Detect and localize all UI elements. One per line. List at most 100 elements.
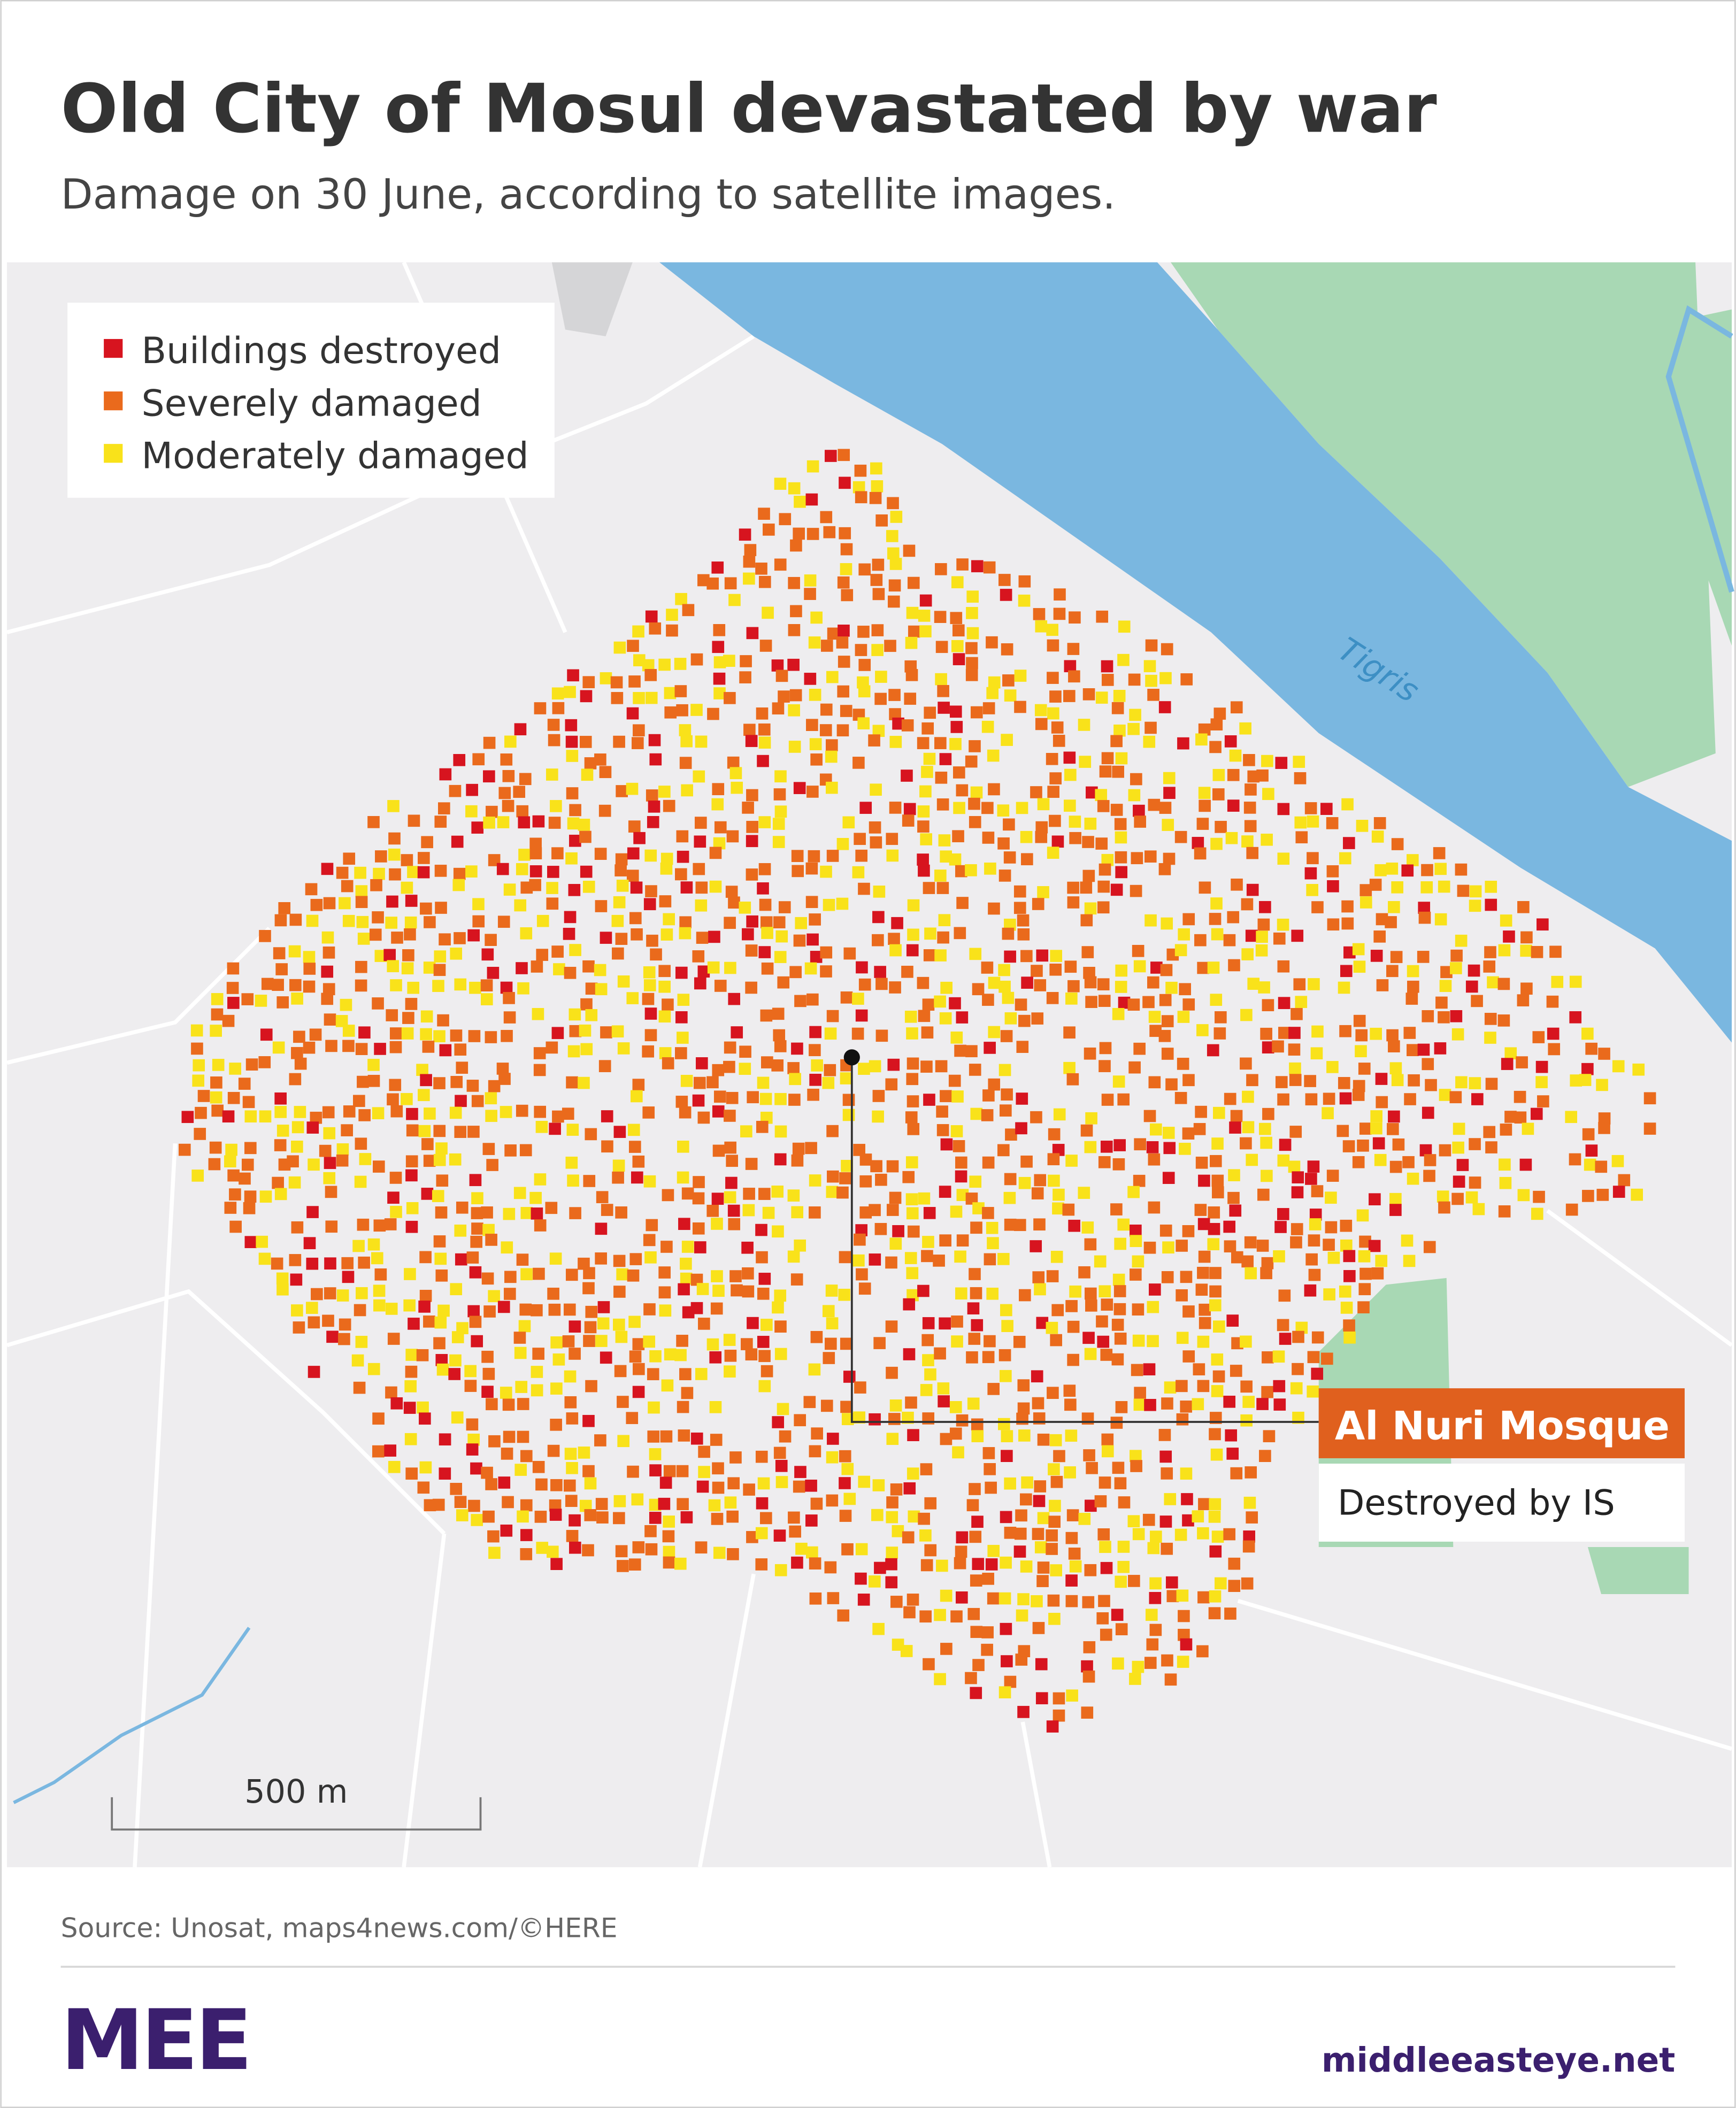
damage-square — [386, 1009, 398, 1021]
damage-square — [342, 1040, 355, 1052]
damage-square — [1144, 850, 1157, 863]
damage-square — [747, 1091, 759, 1104]
damage-square — [615, 853, 628, 866]
damage-square — [519, 1303, 532, 1316]
damage-square — [1373, 817, 1386, 829]
damage-square — [303, 1237, 316, 1250]
damage-square — [1425, 1079, 1437, 1091]
damage-square — [874, 966, 886, 978]
damage-square — [840, 1072, 852, 1084]
damage-square — [1341, 798, 1354, 811]
damage-square — [239, 1172, 251, 1185]
damage-square — [804, 962, 817, 975]
damage-square — [729, 1270, 742, 1282]
damage-square — [982, 702, 995, 714]
damage-square — [1213, 1320, 1225, 1333]
damage-square — [967, 1607, 980, 1620]
damage-square — [1262, 788, 1274, 801]
damage-square — [965, 1672, 977, 1684]
damage-square — [1160, 964, 1173, 976]
damage-square — [534, 1511, 547, 1523]
damage-square — [469, 1315, 482, 1328]
damage-square — [568, 884, 581, 896]
damage-square — [887, 547, 900, 560]
damage-square — [986, 1287, 999, 1300]
damage-square — [1192, 1510, 1204, 1522]
damage-square — [1037, 886, 1049, 898]
damage-square — [1327, 918, 1340, 931]
damage-square — [303, 1041, 316, 1054]
damage-square — [1311, 1185, 1324, 1197]
damage-square — [1130, 1450, 1142, 1462]
damage-square — [886, 1204, 899, 1216]
damage-square — [1130, 1224, 1142, 1237]
damage-square — [1020, 1560, 1033, 1573]
damage-square — [870, 574, 883, 586]
damage-square — [1224, 1240, 1236, 1253]
damage-square — [884, 640, 896, 652]
damage-square — [580, 1043, 593, 1056]
damage-square — [500, 981, 513, 994]
damage-square — [585, 982, 598, 995]
damage-square — [1115, 851, 1127, 864]
damage-square — [601, 1204, 613, 1216]
damage-square — [907, 928, 919, 941]
damage-square — [1180, 1467, 1193, 1480]
damage-square — [1240, 1137, 1252, 1150]
damage-square — [693, 1076, 706, 1089]
damage-square — [1401, 1234, 1414, 1247]
damage-square — [595, 900, 608, 912]
damage-square — [356, 915, 369, 928]
damage-square — [309, 1028, 322, 1041]
damage-square — [892, 1225, 904, 1237]
damage-square — [809, 1592, 822, 1605]
damage-square — [1117, 1218, 1130, 1231]
damage-square — [227, 997, 240, 1009]
damage-square — [1373, 930, 1386, 943]
damage-square — [757, 1076, 770, 1089]
damage-square — [1277, 852, 1290, 865]
damage-square — [1036, 1575, 1049, 1587]
damage-square — [323, 1127, 336, 1140]
damage-square — [1016, 802, 1028, 814]
damage-square — [565, 1156, 578, 1169]
damage-square — [291, 993, 303, 1005]
damage-square — [356, 1287, 368, 1299]
damage-square — [969, 1483, 981, 1495]
damage-square — [1005, 1128, 1017, 1141]
damage-square — [663, 1465, 676, 1478]
damage-square — [679, 757, 692, 769]
damage-square — [982, 1207, 994, 1219]
damage-square — [922, 1354, 934, 1366]
damage-square — [713, 837, 726, 850]
damage-square — [547, 719, 560, 731]
damage-square — [1098, 1595, 1110, 1607]
damage-square — [746, 627, 759, 640]
damage-square — [632, 737, 644, 749]
damage-square — [419, 1251, 432, 1264]
damage-square — [714, 980, 727, 992]
damage-square — [1085, 1112, 1097, 1125]
damage-square — [804, 574, 817, 587]
damage-square — [712, 1481, 725, 1494]
damage-square — [448, 1368, 461, 1380]
damage-square — [1048, 1128, 1061, 1141]
damage-square — [597, 1301, 610, 1313]
damage-square — [707, 961, 720, 974]
damage-square — [616, 879, 629, 892]
damage-square — [923, 1658, 935, 1671]
damage-square — [1291, 1223, 1303, 1235]
damage-square — [836, 1186, 849, 1199]
damage-square — [211, 1008, 224, 1021]
damage-square — [582, 880, 595, 893]
damage-square — [658, 980, 671, 993]
damage-square — [806, 786, 819, 798]
damage-square — [920, 1559, 933, 1572]
damage-square — [871, 644, 884, 656]
damage-square — [869, 1575, 881, 1588]
street — [6, 1289, 446, 1535]
damage-square — [692, 1222, 705, 1235]
damage-square — [658, 1010, 671, 1023]
damage-square — [1307, 815, 1319, 828]
damage-square — [1161, 1654, 1173, 1667]
